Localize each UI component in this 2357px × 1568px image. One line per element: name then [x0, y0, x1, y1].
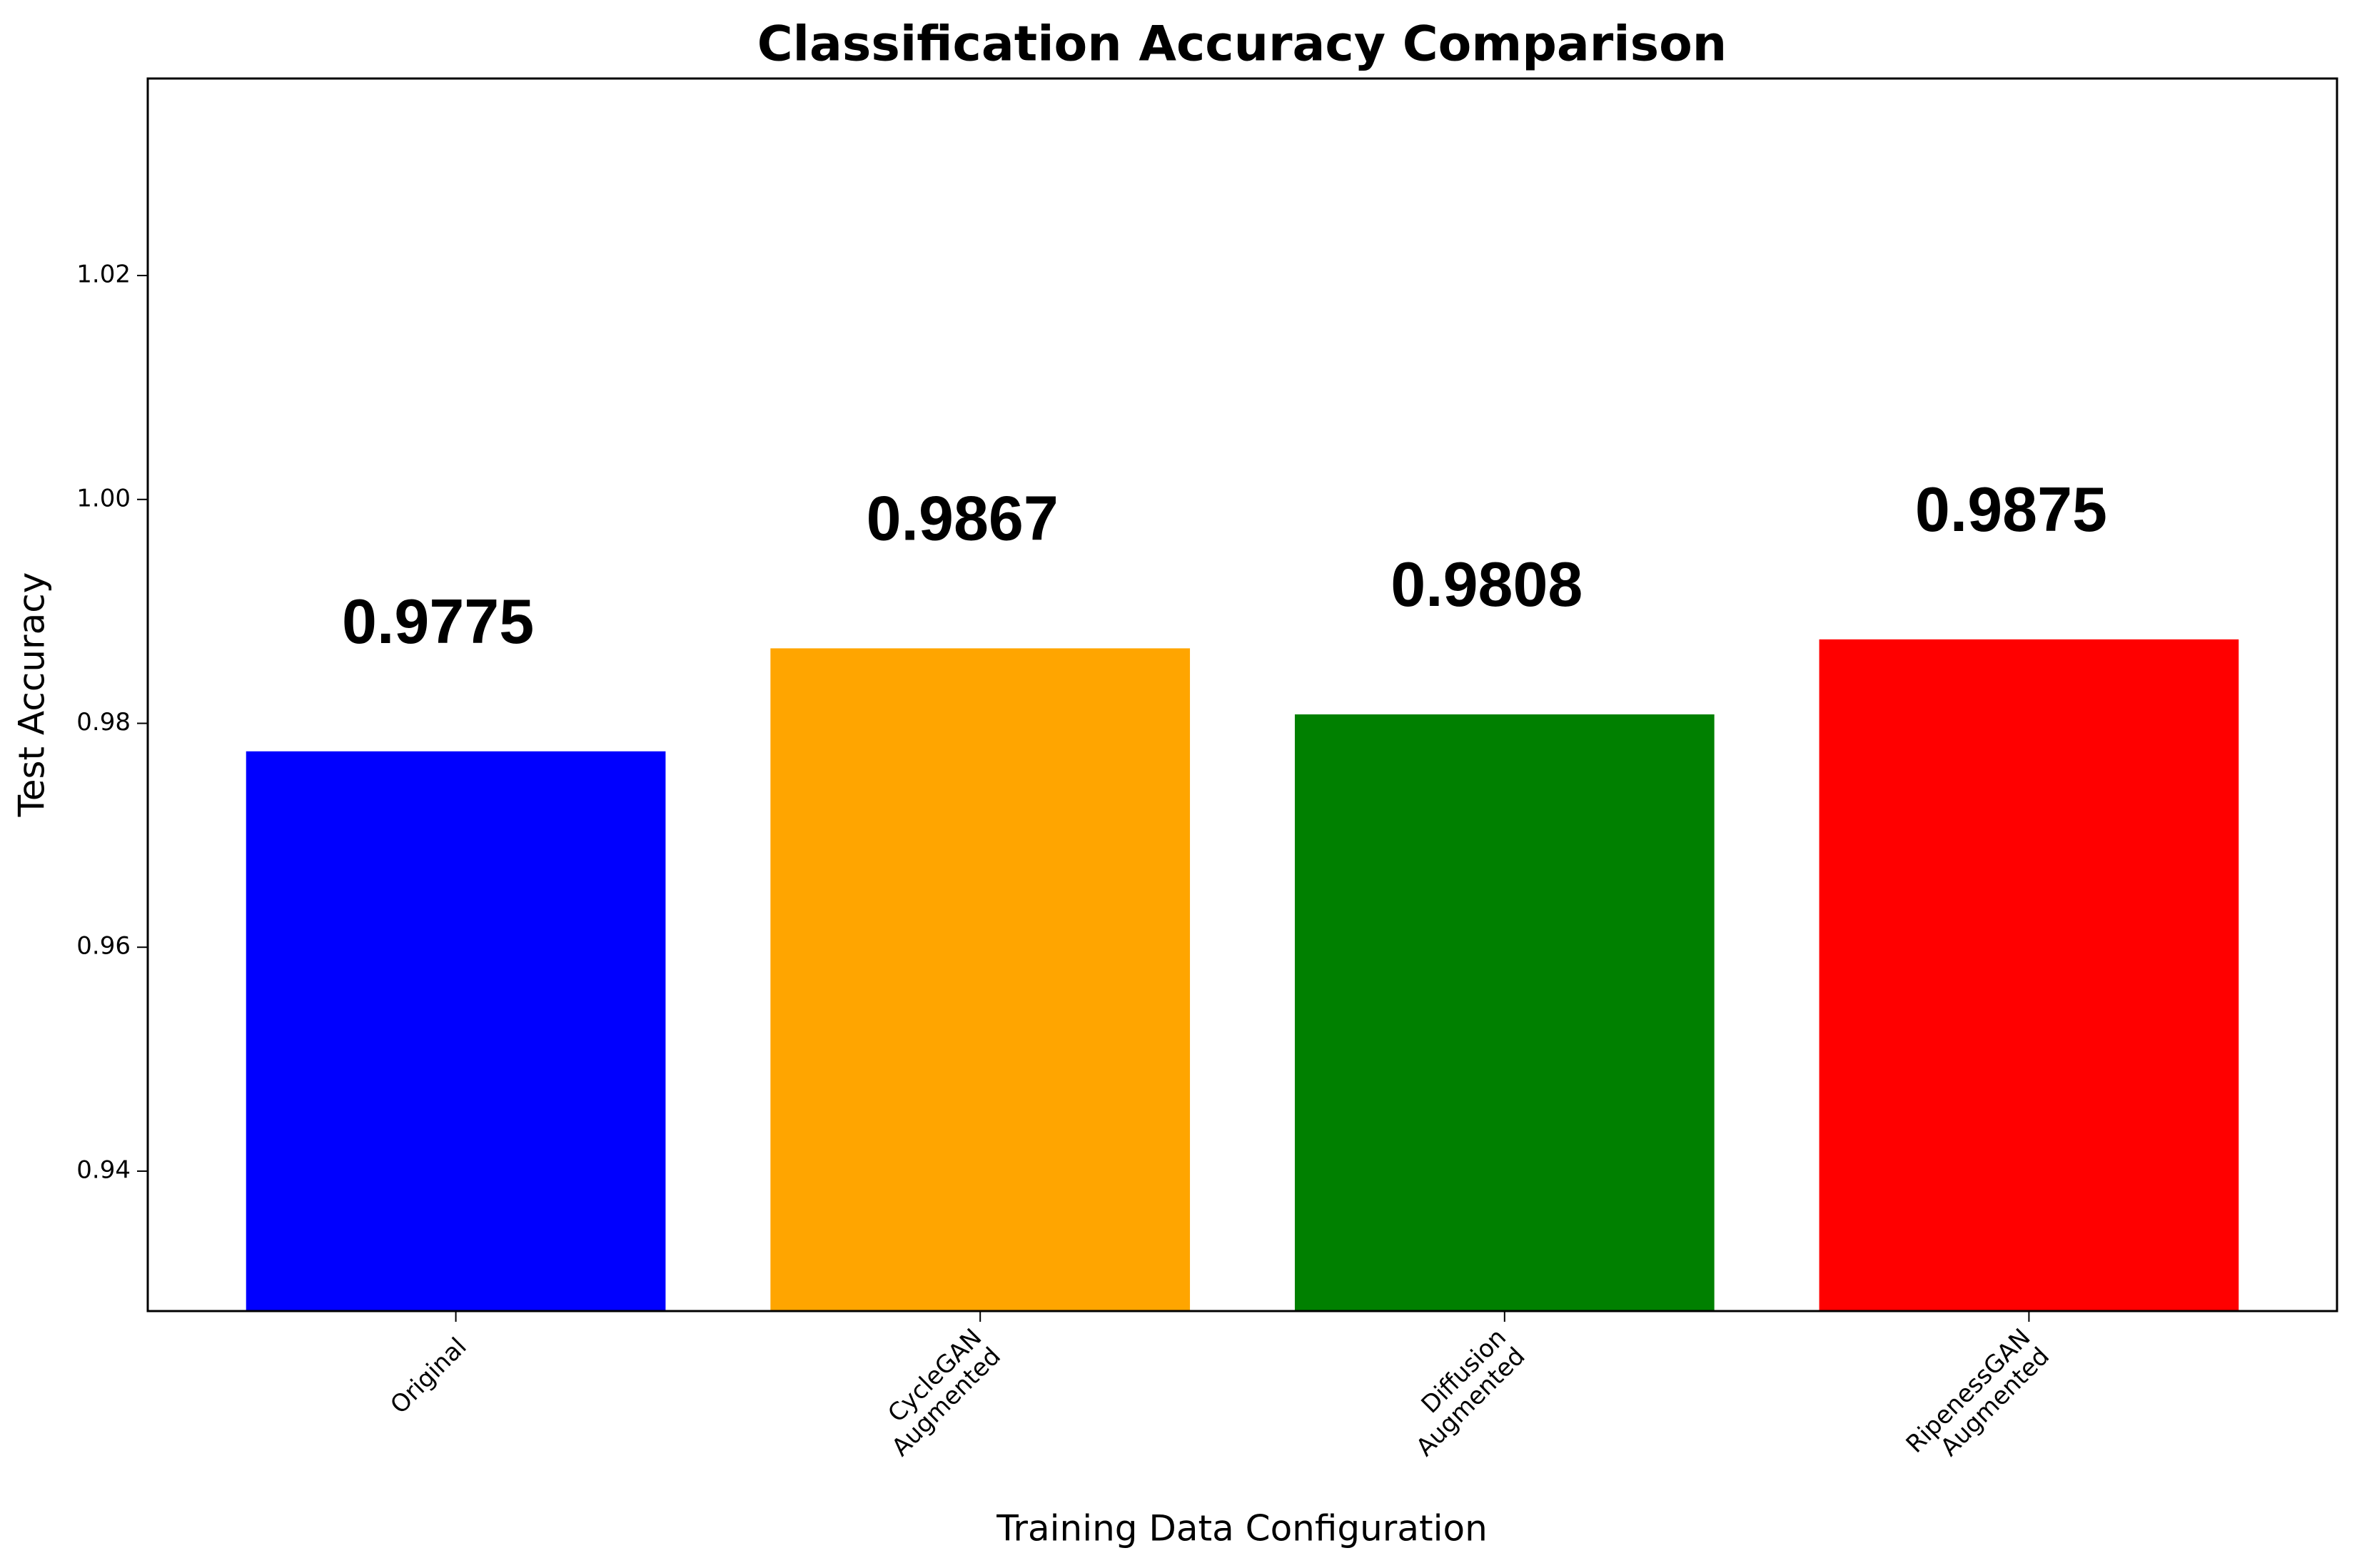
x-tick-label: Original	[385, 1332, 472, 1420]
y-tick-label: 1.00	[76, 484, 131, 512]
value-label: 0.9775	[342, 586, 534, 657]
value-label: 0.9875	[1915, 474, 2107, 545]
x-tick-label: CycleGANAugmented	[867, 1323, 1006, 1462]
chart-title: Classification Accuracy Comparison	[757, 16, 1727, 73]
y-axis-label: Test Accuracy	[11, 572, 53, 818]
y-tick-label: 0.94	[76, 1155, 131, 1184]
bar	[1294, 714, 1715, 1311]
x-axis-label: Training Data Configuration	[996, 1508, 1488, 1549]
plot-frame	[146, 77, 2338, 1312]
value-label: 0.9867	[867, 483, 1059, 554]
y-tick-label: 1.02	[76, 261, 131, 289]
bar	[1819, 639, 2239, 1311]
x-tick-label: DiffusionAugmented	[1392, 1323, 1531, 1462]
bar	[246, 751, 666, 1311]
value-label: 0.9808	[1391, 549, 1583, 619]
x-tick-label: RipenessGANAugmented	[1900, 1323, 2054, 1477]
bar	[770, 648, 1191, 1311]
y-tick-label: 0.98	[76, 708, 131, 737]
y-tick-label: 0.96	[76, 932, 131, 961]
